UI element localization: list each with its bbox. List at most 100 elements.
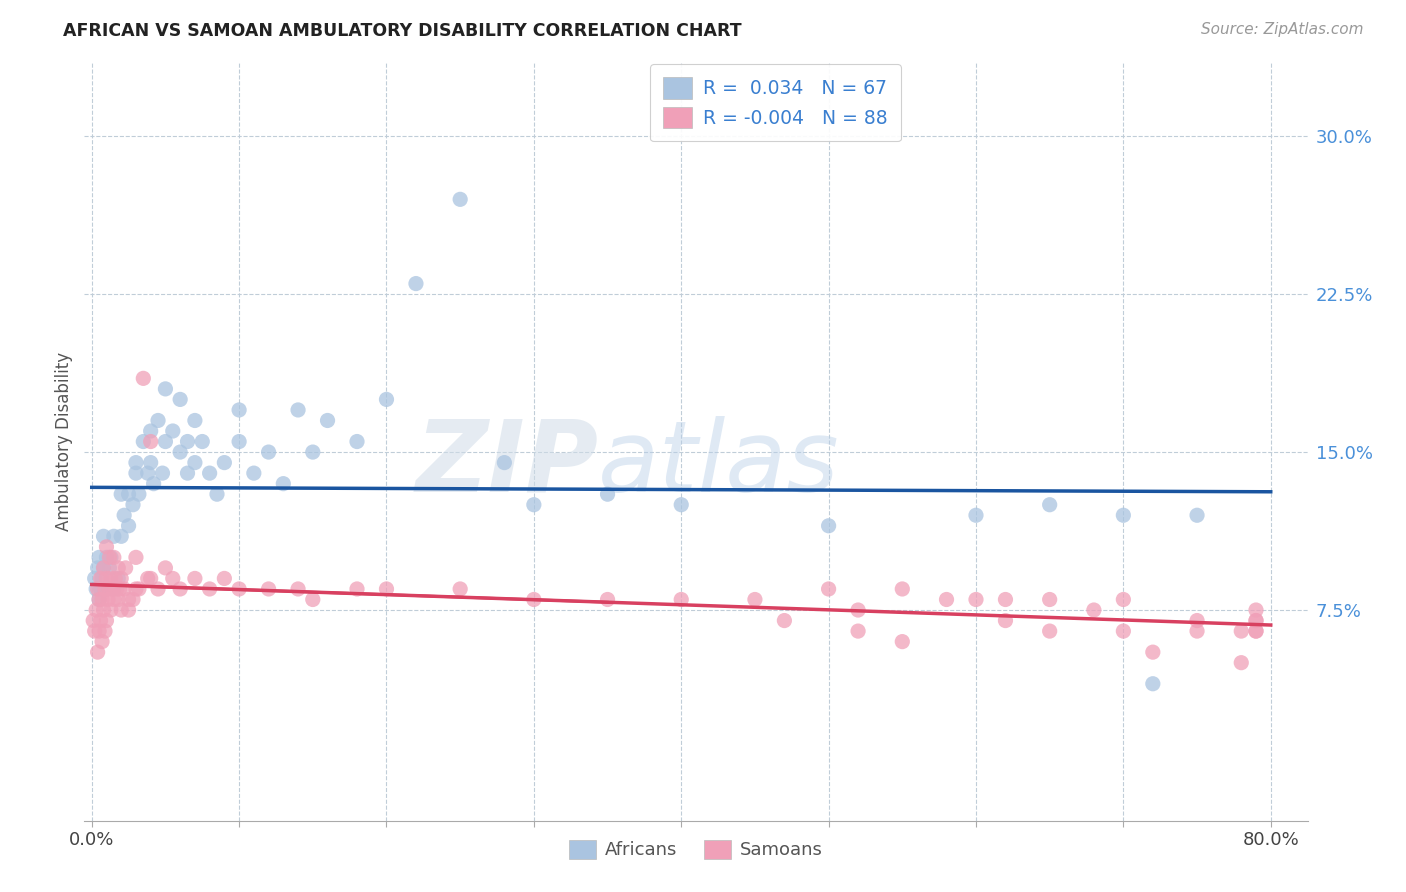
Point xyxy=(449,192,471,206)
Point xyxy=(87,592,110,607)
Point xyxy=(128,582,150,596)
Point xyxy=(176,434,198,449)
Point xyxy=(169,582,191,596)
Point xyxy=(105,582,128,596)
Point xyxy=(205,487,228,501)
Point xyxy=(114,561,136,575)
Point xyxy=(817,518,839,533)
Point xyxy=(1185,508,1208,523)
Point xyxy=(1244,624,1267,639)
Point xyxy=(1244,614,1267,628)
Point xyxy=(596,487,619,501)
Point xyxy=(83,571,105,585)
Point xyxy=(846,603,869,617)
Point xyxy=(110,529,132,543)
Point xyxy=(90,582,112,596)
Point xyxy=(169,392,191,407)
Point xyxy=(103,582,125,596)
Point xyxy=(93,529,115,543)
Point xyxy=(1230,656,1253,670)
Point xyxy=(96,614,118,628)
Point xyxy=(184,571,207,585)
Point xyxy=(84,603,107,617)
Point xyxy=(994,614,1017,628)
Point xyxy=(142,476,165,491)
Point xyxy=(994,592,1017,607)
Point xyxy=(257,582,280,596)
Point xyxy=(155,382,177,396)
Point xyxy=(94,582,117,596)
Point xyxy=(671,592,693,607)
Point xyxy=(1142,645,1164,659)
Point xyxy=(375,582,398,596)
Point xyxy=(107,592,129,607)
Point xyxy=(176,466,198,480)
Text: Source: ZipAtlas.com: Source: ZipAtlas.com xyxy=(1201,22,1364,37)
Point xyxy=(125,582,148,596)
Point xyxy=(82,614,104,628)
Point xyxy=(316,413,339,427)
Point xyxy=(91,592,114,607)
Point xyxy=(1112,592,1135,607)
Point xyxy=(169,445,191,459)
Point xyxy=(162,424,184,438)
Point xyxy=(93,603,115,617)
Point xyxy=(117,487,139,501)
Point xyxy=(100,550,122,565)
Point xyxy=(86,582,108,596)
Point xyxy=(136,466,159,480)
Point xyxy=(146,413,169,427)
Point xyxy=(523,498,546,512)
Point xyxy=(125,456,148,470)
Point xyxy=(96,582,118,596)
Point xyxy=(146,582,169,596)
Point xyxy=(139,571,162,585)
Point xyxy=(117,518,139,533)
Point xyxy=(117,603,139,617)
Point xyxy=(96,540,118,554)
Point xyxy=(1112,624,1135,639)
Text: atlas: atlas xyxy=(598,416,839,513)
Point xyxy=(346,434,368,449)
Point xyxy=(108,582,131,596)
Point xyxy=(228,434,250,449)
Point xyxy=(86,561,108,575)
Point xyxy=(112,582,135,596)
Point xyxy=(117,592,139,607)
Point xyxy=(375,392,398,407)
Point xyxy=(162,571,184,585)
Text: ZIP: ZIP xyxy=(415,416,598,513)
Point xyxy=(1244,603,1267,617)
Point xyxy=(273,476,295,491)
Point xyxy=(87,624,110,639)
Point xyxy=(891,634,914,648)
Point xyxy=(98,561,121,575)
Point xyxy=(98,550,121,565)
Point xyxy=(97,592,120,607)
Point xyxy=(184,413,207,427)
Point xyxy=(1185,624,1208,639)
Point xyxy=(346,582,368,596)
Point xyxy=(110,571,132,585)
Point xyxy=(301,445,323,459)
Point xyxy=(100,571,122,585)
Point xyxy=(112,508,135,523)
Point xyxy=(84,582,107,596)
Point xyxy=(96,571,118,585)
Point xyxy=(152,466,174,480)
Point xyxy=(90,571,112,585)
Point xyxy=(125,466,148,480)
Y-axis label: Ambulatory Disability: Ambulatory Disability xyxy=(55,352,73,531)
Point xyxy=(103,529,125,543)
Point xyxy=(671,498,693,512)
Point xyxy=(1230,624,1253,639)
Point xyxy=(494,456,516,470)
Point xyxy=(83,624,105,639)
Legend: Africans, Samoans: Africans, Samoans xyxy=(560,830,832,869)
Point xyxy=(139,424,162,438)
Point xyxy=(243,466,266,480)
Point xyxy=(228,582,250,596)
Point xyxy=(817,582,839,596)
Point xyxy=(846,624,869,639)
Point xyxy=(98,582,121,596)
